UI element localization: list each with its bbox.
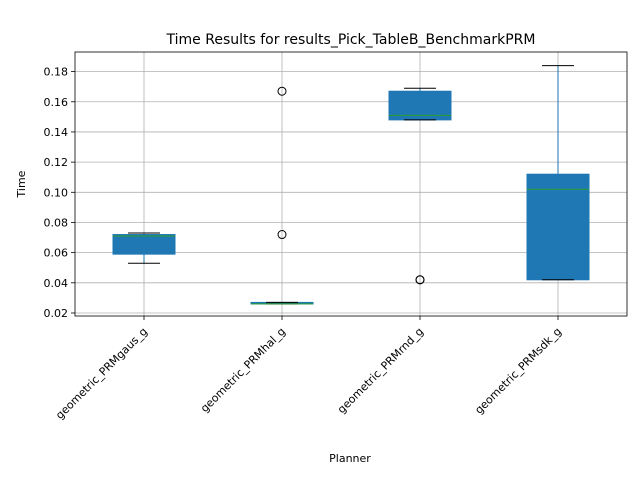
y-tick-label: 0.08	[44, 216, 69, 229]
y-axis-label: Time	[15, 170, 28, 198]
outlier-point	[415, 275, 425, 285]
box	[112, 234, 176, 255]
y-tick-label: 0.18	[44, 66, 69, 79]
box-layer	[112, 65, 590, 305]
plot-area-frame	[74, 51, 628, 317]
y-tick-label: 0.02	[44, 307, 69, 320]
y-tick-label: 0.04	[44, 277, 69, 290]
x-axis-label: Planner	[329, 452, 371, 465]
outlier-point	[277, 86, 287, 96]
outlier-point	[277, 230, 287, 240]
y-tick-label: 0.12	[44, 156, 69, 169]
box	[526, 173, 590, 281]
chart-title: Time Results for results_Pick_TableB_Ben…	[166, 32, 536, 48]
y-tick-label: 0.14	[44, 126, 69, 139]
y-tick-label: 0.16	[44, 96, 69, 109]
y-tick-label: 0.06	[44, 247, 69, 260]
y-tick-label: 0.10	[44, 186, 69, 199]
